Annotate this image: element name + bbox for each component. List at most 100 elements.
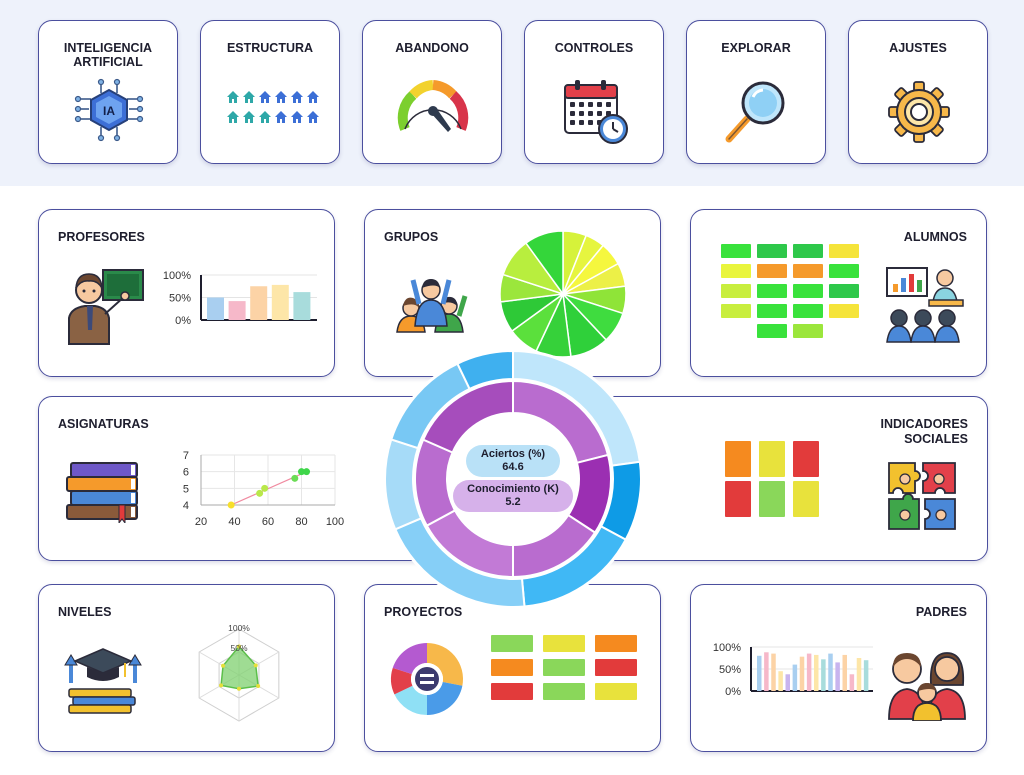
card-title: ABANDONO: [395, 41, 469, 55]
aciertos-value: 64.6: [502, 461, 524, 473]
calendar-day-cell: [579, 102, 584, 107]
center-donut-chart[interactable]: [383, 349, 643, 609]
card-title: CONTROLES: [554, 41, 634, 55]
bar: [806, 653, 812, 691]
calendar-day-cell: [570, 102, 575, 107]
calendar-day-cell: [606, 102, 611, 107]
heatmap-cell: [793, 481, 819, 517]
bar: [856, 658, 862, 691]
graduation-books-icon: [64, 648, 142, 714]
house-icon: [275, 111, 287, 123]
ring-segment: [456, 349, 514, 391]
donut-segment: [427, 643, 463, 686]
heatmap-cell: [793, 304, 823, 318]
scatter-point: [303, 468, 311, 476]
card-padres[interactable]: PADRES 100% 50% 0%: [690, 584, 987, 752]
axis-tick-label: 100%: [713, 642, 741, 654]
heatmap-cell: [491, 683, 533, 700]
book-stack-icon: [66, 462, 138, 523]
aciertos-label: Aciertos (%): [480, 448, 546, 460]
heatmap-cell: [491, 659, 533, 676]
profesores-bar-chart: 100% 50% 0%: [163, 270, 317, 327]
house-icon: [259, 91, 271, 103]
card-proyectos[interactable]: PROYECTOS: [364, 584, 661, 752]
card-title-indicadores-sociales[interactable]: INDICADORES SOCIALES: [880, 417, 968, 446]
classroom-students-icon: [886, 267, 964, 343]
scatter-point: [291, 474, 299, 482]
scatter-point: [256, 489, 264, 497]
donut-segment: [392, 643, 427, 675]
card-niveles[interactable]: NIVELES 100% 50%: [38, 584, 335, 752]
scatter-point: [298, 468, 305, 476]
conocimiento-pill: Conocimiento (K) 5.2: [453, 480, 573, 512]
card-grupos[interactable]: GRUPOS: [364, 209, 661, 377]
axis-tick-label: 50%: [719, 664, 741, 676]
bar: [828, 653, 833, 691]
card-title: GRUPOS: [384, 230, 439, 244]
house-icon: [307, 111, 319, 123]
card-title: PADRES: [915, 605, 967, 619]
card-inteligencia-artificial[interactable]: INTELIGENCIA ARTIFICIAL IA: [38, 20, 178, 164]
calendar-day-cell: [588, 102, 593, 107]
family-icon: [888, 652, 966, 721]
radar-point: [237, 644, 241, 649]
house-icon: [227, 91, 239, 103]
niveles-radar-chart: 100% 50%: [198, 623, 280, 722]
card-ajustes[interactable]: AJUSTES: [848, 20, 988, 164]
heatmap-cell: [829, 244, 859, 258]
heatmap-cell: [721, 304, 751, 318]
card-title: NIVELES: [58, 605, 112, 619]
y-tick-label: 7: [183, 450, 189, 462]
calendar-day-cell: [597, 102, 602, 107]
conocimiento-value: 5.2: [505, 496, 521, 508]
radar-tick-100: 100%: [228, 623, 250, 633]
bar: [821, 659, 826, 691]
bar: [207, 297, 224, 320]
card-title: EXPLORAR: [721, 41, 791, 55]
bar: [863, 660, 869, 691]
axis-tick-label: 50%: [169, 293, 191, 305]
heatmap-cell: [793, 324, 823, 338]
puzzle-hands-icon: [888, 462, 956, 530]
house-icon: [259, 111, 271, 123]
heatmap-cell: [595, 683, 637, 700]
card-alumnos[interactable]: ALUMNOS: [690, 209, 987, 377]
heatmap-cell: [595, 635, 637, 652]
bar: [799, 656, 805, 691]
teacher-icon: [68, 269, 144, 345]
heatmap-cell: [757, 284, 787, 298]
heatmap-cell: [543, 635, 585, 652]
card-profesores[interactable]: PROFESORES 100% 50% 0%: [38, 209, 335, 377]
x-tick-label: 80: [295, 516, 307, 528]
heatmap-cell: [721, 264, 751, 278]
card-explorar[interactable]: EXPLORAR: [686, 20, 826, 164]
heatmap-cell: [793, 441, 819, 477]
x-tick-label: 40: [228, 516, 240, 528]
card-title-asignaturas[interactable]: ASIGNATURAS: [58, 417, 149, 431]
heatmap-cell: [725, 481, 751, 517]
calendar-clock-icon: [564, 80, 628, 144]
axis-tick-label: 0%: [725, 686, 741, 698]
bar: [778, 671, 783, 691]
aciertos-pill: Aciertos (%) 64.6: [466, 445, 560, 477]
house-icon: [227, 111, 239, 123]
y-tick-label: 4: [183, 500, 189, 512]
ai-chip-icon: IA: [74, 78, 144, 142]
house-icon: [291, 111, 303, 123]
card-controles[interactable]: CONTROLES: [524, 20, 664, 164]
radar-point: [256, 684, 261, 689]
heatmap-cell: [793, 264, 823, 278]
calendar-day-cell: [579, 111, 584, 116]
bar: [764, 652, 769, 691]
heatmap-cell: [543, 659, 585, 676]
card-estructura[interactable]: ESTRUCTURA: [200, 20, 340, 164]
calendar-day-cell: [597, 111, 602, 116]
bar: [842, 654, 847, 691]
card-abandono[interactable]: ABANDONO: [362, 20, 502, 164]
calendar-day-cell: [570, 111, 575, 116]
bar: [814, 654, 819, 691]
heatmap-cell: [793, 284, 823, 298]
donut-segment: [391, 667, 413, 695]
heatmap-cell: [757, 324, 787, 338]
